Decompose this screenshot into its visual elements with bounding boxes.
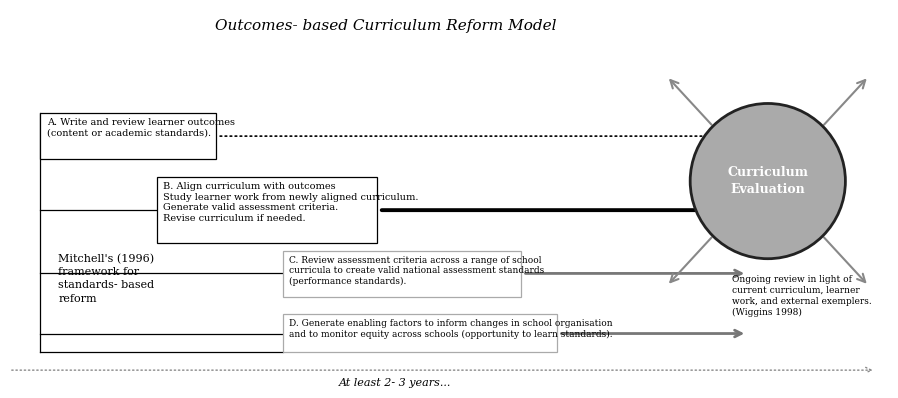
Text: B. Align curriculum with outcomes
Study learner work from newly aligned curricul: B. Align curriculum with outcomes Study … (163, 182, 419, 223)
Text: Outcomes- based Curriculum Reform Model: Outcomes- based Curriculum Reform Model (216, 19, 557, 33)
Text: A. Write and review learner outcomes
(content or academic standards).: A. Write and review learner outcomes (co… (47, 118, 234, 138)
Text: At least 2- 3 years...: At least 2- 3 years... (339, 378, 452, 388)
Text: Curriculum
Evaluation: Curriculum Evaluation (727, 166, 808, 196)
Ellipse shape (691, 103, 845, 259)
FancyBboxPatch shape (283, 251, 521, 297)
Text: C. Review assessment criteria across a range of school
curricula to create valid: C. Review assessment criteria across a r… (289, 256, 544, 286)
FancyBboxPatch shape (40, 113, 216, 159)
Text: Mitchell's (1996)
framework for
standards- based
reform: Mitchell's (1996) framework for standard… (58, 254, 154, 304)
Text: D. Generate enabling factors to inform changes in school organisation
and to mon: D. Generate enabling factors to inform c… (289, 319, 612, 339)
FancyBboxPatch shape (157, 177, 377, 243)
Text: Ongoing review in light of
current curriculum, learner
work, and external exempl: Ongoing review in light of current curri… (732, 275, 872, 317)
FancyBboxPatch shape (283, 314, 557, 352)
